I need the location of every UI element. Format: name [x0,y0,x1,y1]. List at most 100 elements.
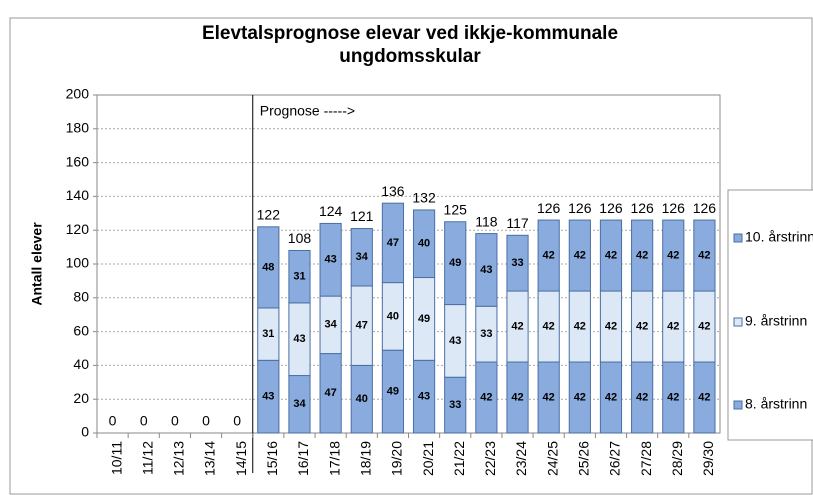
segment-label: 43 [293,333,305,345]
annotation: Prognose -----> [260,103,355,119]
x-tick-label: 24/25 [544,441,560,476]
y-tick-label: 40 [73,356,89,372]
total-label: 126 [568,200,592,216]
x-tick-label: 26/27 [607,441,623,476]
segment-label: 42 [667,391,679,403]
y-axis-label: Antall elever [29,222,45,306]
x-tick-label: 22/23 [482,441,498,476]
segment-label: 33 [511,257,523,269]
segment-label: 34 [293,398,306,410]
total-label: 0 [109,413,117,429]
legend-label: 8. årstrinn [745,396,807,412]
bar-segment [662,219,685,292]
total-label: 126 [599,200,623,216]
segment-label: 34 [356,251,369,263]
x-tick-label: 19/20 [389,441,405,476]
segment-label: 49 [387,386,399,398]
y-tick-label: 100 [66,255,90,271]
chart-title: Elevtalsprognose elevar ved ikkje-kommun… [201,23,619,67]
segment-label: 42 [543,320,555,332]
x-tick-label: 23/24 [513,441,529,476]
segment-label: 43 [262,391,274,403]
total-label: 0 [140,413,148,429]
x-tick-label: 17/18 [326,441,342,476]
total-label: 126 [630,200,654,216]
segment-label: 43 [449,335,461,347]
legend-frame [727,189,813,441]
y-tick-label: 160 [66,153,90,169]
x-tick-label: 14/15 [233,441,249,476]
segment-label: 34 [325,319,338,331]
segment-label: 42 [605,249,617,261]
segment-label: 43 [418,391,430,403]
x-tick-label: 13/14 [202,441,218,476]
segment-label: 49 [418,313,430,325]
y-tick-label: 200 [66,86,90,102]
x-tick-label: 15/16 [264,441,280,476]
total-label: 132 [412,190,436,206]
segment-label: 42 [543,249,555,261]
segment-label: 33 [480,328,492,340]
bar-segment [444,221,467,306]
total-label: 136 [381,183,405,199]
chart-frame [9,17,813,495]
segment-label: 42 [698,320,710,332]
total-label: 125 [444,201,468,217]
legend-swatch [733,317,743,327]
y-tick-label: 140 [66,187,90,203]
segment-label: 43 [325,254,337,266]
segment-label: 42 [636,391,648,403]
x-tick-label: 18/19 [357,441,373,476]
segment-label: 40 [418,238,430,250]
segment-label: 42 [605,320,617,332]
legend-swatch [733,400,743,410]
total-label: 0 [233,413,241,429]
bar-segment [257,226,280,309]
total-label: 126 [537,200,561,216]
x-tick-label: 27/28 [638,441,654,476]
segment-label: 42 [574,249,586,261]
bar-segment [506,234,529,292]
bar-segment [631,219,654,292]
bar-segment [599,219,623,292]
segment-label: 31 [293,271,305,283]
y-tick-label: 0 [81,424,89,440]
segment-label: 42 [605,391,617,403]
total-label: 126 [693,200,717,216]
y-tick-label: 80 [73,289,89,305]
segment-label: 42 [636,320,648,332]
segment-label: 42 [511,391,523,403]
x-tick-label: 16/17 [295,441,311,476]
y-tick-label: 180 [66,120,90,136]
total-label: 0 [202,413,210,429]
legend-label: 10. årstrinn [745,229,813,245]
x-tick-label: 20/21 [420,441,436,476]
segment-label: 43 [480,264,492,276]
bar-segment [537,219,560,292]
total-label: 117 [506,215,529,231]
bar-segment [568,219,591,292]
x-tick-label: 21/22 [451,441,467,476]
segment-label: 33 [449,399,461,411]
segment-label: 42 [574,320,586,332]
segment-label: 47 [356,320,368,332]
segment-label: 31 [262,328,274,340]
bar-segment [319,222,342,297]
segment-label: 42 [574,391,586,403]
segment-label: 42 [636,249,648,261]
segment-label: 47 [387,237,399,249]
x-tick-label: 25/26 [576,441,592,476]
segment-label: 40 [356,393,368,405]
segment-label: 42 [480,391,492,403]
bar-segment [288,249,311,304]
bar-segment [381,202,405,284]
segment-label: 42 [511,320,523,332]
x-tick-label: 28/29 [669,441,685,476]
segment-label: 48 [262,261,274,273]
segment-label: 42 [698,249,710,261]
segment-label: 49 [449,257,461,269]
total-label: 108 [288,230,312,246]
y-tick-label: 60 [73,322,89,338]
